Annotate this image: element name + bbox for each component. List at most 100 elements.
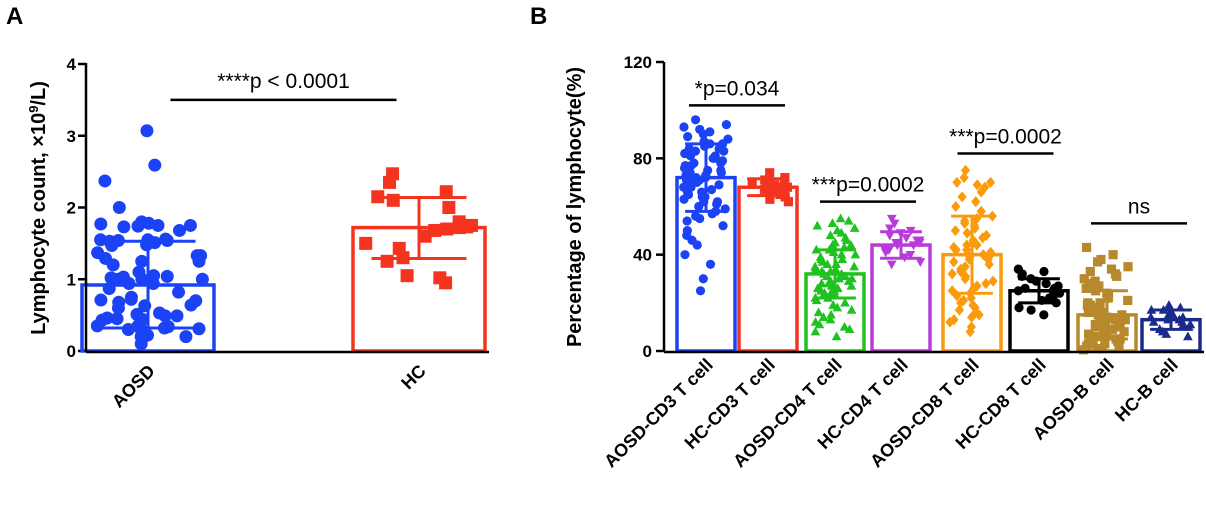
panel-b-point-aosd-cd4-t-cell bbox=[840, 297, 850, 307]
panel-b-point-aosd-cd3-t-cell bbox=[698, 274, 708, 284]
panel-a-tick-label: 3 bbox=[67, 127, 76, 146]
panel-b-point-aosd-b-cell bbox=[1100, 319, 1110, 330]
panel-b-point-aosd-cd4-t-cell bbox=[837, 254, 848, 264]
panel-a-point-aosd bbox=[135, 254, 149, 268]
panel-b-point-aosd-cd3-t-cell bbox=[695, 286, 706, 296]
panel-b-point-aosd-cd3-t-cell bbox=[718, 221, 728, 231]
panel-b-point-aosd-b-cell bbox=[1079, 345, 1089, 355]
panel-a-tick-label: 2 bbox=[67, 199, 76, 218]
panel-b-point-aosd-b-cell bbox=[1123, 295, 1133, 306]
panel-b-point-aosd-b-cell bbox=[1107, 324, 1117, 334]
panel-b-point-aosd-cd4-t-cell bbox=[816, 278, 827, 288]
panel-b-point-aosd-cd3-t-cell bbox=[690, 115, 701, 125]
panel-b-point-aosd-cd8-t-cell bbox=[957, 191, 967, 203]
panel-b-comparison-label: ***p=0.0002 bbox=[949, 126, 1062, 149]
panel-a-category-label: HC bbox=[397, 361, 430, 394]
panel-a-letter: A bbox=[6, 3, 23, 30]
panel-a-point-aosd bbox=[179, 330, 193, 344]
panel-b-point-aosd-cd3-t-cell bbox=[714, 180, 724, 190]
panel-b-point-aosd-cd3-t-cell bbox=[679, 122, 689, 132]
panel-a-point-aosd bbox=[117, 220, 131, 234]
panel-b-point-aosd-cd4-t-cell bbox=[826, 309, 836, 319]
panel-b-point-aosd-b-cell bbox=[1106, 264, 1117, 274]
panel-a-category-labels: AOSD HC bbox=[86, 350, 489, 412]
panel-b-point-hc-b-cell bbox=[1183, 331, 1193, 341]
panel-b-point-hc-cd4-t-cell bbox=[886, 260, 897, 270]
panel-b-point-hc-cd4-t-cell bbox=[915, 258, 926, 267]
panel-a-point-aosd bbox=[170, 309, 184, 323]
panel-b-point-aosd-cd4-t-cell bbox=[846, 280, 857, 290]
panel-b-point-aosd-cd4-t-cell bbox=[822, 271, 832, 281]
panel-b-point-aosd-b-cell bbox=[1117, 310, 1127, 320]
panel-b-point-aosd-cd8-t-cell bbox=[967, 311, 977, 323]
panel-b-point-aosd-cd8-t-cell bbox=[945, 316, 955, 328]
panel-a-point-aosd bbox=[98, 174, 112, 188]
panel-b-point-aosd-cd4-t-cell bbox=[825, 266, 836, 276]
panel-b-point-aosd-cd4-t-cell bbox=[850, 249, 861, 259]
panel-a-point-aosd bbox=[158, 309, 172, 323]
panel-a-point-aosd bbox=[192, 322, 206, 336]
panel-a-point-aosd bbox=[195, 272, 209, 286]
panel-b: B Percentage of lymphocyte(%) 0 40 80 120 A… bbox=[530, 3, 1204, 471]
panel-b-point-aosd-cd8-t-cell bbox=[965, 326, 975, 338]
panel-a-category-label: AOSD bbox=[108, 361, 159, 412]
panel-a-point-hc bbox=[452, 221, 466, 235]
panel-b-point-aosd-b-cell bbox=[1085, 266, 1095, 277]
panel-a-point-aosd bbox=[183, 218, 197, 232]
panel-b-category-label: HC-B cell bbox=[1111, 355, 1182, 426]
panel-b-point-aosd-b-cell bbox=[1094, 281, 1104, 291]
panel-b-point-hc-cd8-t-cell bbox=[1044, 293, 1055, 303]
panel-b-point-hc-b-cell bbox=[1164, 300, 1174, 309]
panel-b-point-aosd-b-cell bbox=[1095, 298, 1105, 308]
panel-b-point-aosd-b-cell bbox=[1100, 339, 1110, 349]
panel-b-point-aosd-b-cell bbox=[1084, 278, 1094, 289]
panel-a-point-aosd bbox=[110, 312, 124, 326]
panel-a: A Lymphocyte count, ×109/L) 0 1 2 3 4 AOSD HC… bbox=[6, 3, 489, 412]
panel-b-significance: *p=0.034 ***p=0.0002 ***p=0.0002 ns bbox=[689, 77, 1187, 225]
panel-b-point-hc-cd4-t-cell bbox=[901, 234, 912, 243]
panel-a-y-axis-title: Lymphocyte count, ×109/L) bbox=[26, 81, 50, 335]
panel-b-point-aosd-cd4-t-cell bbox=[834, 273, 844, 283]
panel-b-point-aosd-cd8-t-cell bbox=[976, 186, 986, 198]
panel-b-point-aosd-cd3-t-cell bbox=[705, 259, 716, 269]
panel-b-point-hc-b-cell bbox=[1178, 319, 1189, 329]
panel-b-point-aosd-cd4-t-cell bbox=[812, 220, 823, 230]
panel-b-point-hc-cd3-t-cell bbox=[765, 194, 775, 204]
panel-b-point-aosd-cd4-t-cell bbox=[814, 319, 825, 329]
panel-a-tick-label: 1 bbox=[67, 270, 76, 289]
panel-b-point-aosd-b-cell bbox=[1113, 317, 1123, 327]
panel-b-point-aosd-cd4-t-cell bbox=[839, 321, 850, 331]
panel-b-point-aosd-cd3-t-cell bbox=[716, 168, 726, 178]
panel-b-point-aosd-cd8-t-cell bbox=[950, 225, 960, 237]
panel-b-point-hc-cd8-t-cell bbox=[1014, 303, 1024, 313]
panel-a-error-bars bbox=[100, 195, 467, 330]
panel-b-point-aosd-cd8-t-cell bbox=[960, 164, 971, 176]
panel-a-point-aosd bbox=[172, 285, 186, 299]
panel-b-point-aosd-cd8-t-cell bbox=[972, 239, 982, 251]
panel-a-point-aosd bbox=[146, 277, 160, 291]
panel-a-point-hc bbox=[380, 254, 394, 268]
panel-b-point-aosd-b-cell bbox=[1092, 257, 1103, 267]
panel-a-point-hc bbox=[418, 229, 432, 243]
panel-b-point-aosd-cd8-t-cell bbox=[972, 179, 982, 191]
panel-b-point-hc-cd4-t-cell bbox=[889, 219, 900, 229]
panel-b-point-aosd-b-cell bbox=[1081, 283, 1091, 293]
panel-b-point-aosd-cd4-t-cell bbox=[822, 259, 833, 268]
panel-a-point-aosd bbox=[106, 258, 120, 272]
panel-a-point-aosd bbox=[90, 319, 104, 333]
panel-b-point-aosd-cd3-t-cell bbox=[683, 132, 693, 142]
panel-b-y-axis-title: Percentage of lymphocyte(%) bbox=[564, 67, 586, 347]
panel-a-point-aosd bbox=[112, 201, 126, 214]
panel-a-point-hc bbox=[383, 175, 397, 189]
panel-b-point-aosd-cd3-t-cell bbox=[680, 250, 690, 260]
panel-b-point-aosd-b-cell bbox=[1083, 307, 1093, 318]
panel-b-point-aosd-cd8-t-cell bbox=[951, 244, 961, 256]
panel-b-point-aosd-b-cell bbox=[1119, 327, 1129, 337]
panel-b-point-aosd-cd8-t-cell bbox=[952, 290, 962, 302]
panel-b-point-aosd-cd8-t-cell bbox=[981, 278, 991, 290]
panel-b-point-aosd-cd8-t-cell bbox=[972, 280, 982, 292]
panel-a-point-aosd bbox=[184, 298, 198, 312]
panel-b-point-hc-cd4-t-cell bbox=[880, 248, 891, 258]
